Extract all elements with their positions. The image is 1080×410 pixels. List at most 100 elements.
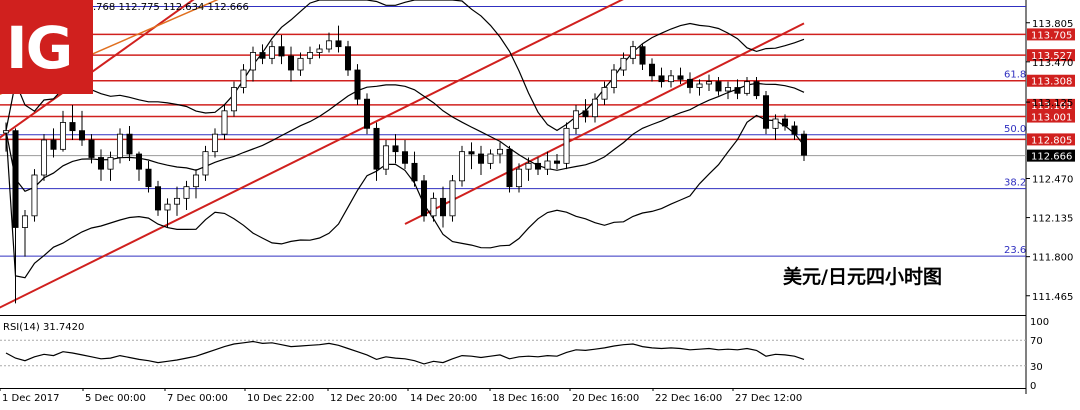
candle — [800, 130, 808, 161]
candle-body — [620, 57, 627, 71]
candle — [572, 105, 580, 135]
candle-body — [430, 197, 437, 217]
candle-body — [40, 139, 48, 176]
candle — [50, 128, 57, 158]
candle — [354, 64, 361, 105]
candle — [164, 198, 171, 228]
candle — [686, 72, 694, 94]
candle — [506, 145, 513, 193]
candle-body — [582, 110, 589, 118]
candle-body — [373, 127, 380, 170]
candle-body — [724, 87, 732, 92]
candle — [154, 180, 162, 216]
candle — [667, 70, 675, 88]
candle — [610, 64, 618, 94]
candle — [59, 110, 67, 152]
candle-body — [591, 98, 599, 118]
candle-body — [249, 52, 257, 71]
rsi-tick: 30 — [1030, 362, 1043, 373]
fib-label: 23.6 — [1004, 245, 1026, 256]
candle — [316, 44, 323, 59]
candle — [525, 157, 532, 181]
candle-body — [743, 81, 751, 94]
candle — [411, 151, 418, 187]
x-tick: 1 Dec 2017 — [2, 393, 60, 404]
level-label: 112.805 — [1031, 135, 1072, 146]
candle-body — [762, 95, 770, 129]
candle-body — [12, 130, 19, 228]
x-tick: 12 Dec 20:00 — [330, 393, 397, 404]
rsi-tick: 0 — [1030, 381, 1036, 392]
candle-body — [50, 139, 57, 150]
candle — [582, 99, 589, 123]
candle-body — [192, 174, 200, 188]
x-tick: 5 Dec 00:00 — [85, 393, 146, 404]
candle-body — [734, 87, 741, 94]
candle — [677, 67, 684, 84]
candle-body — [392, 145, 399, 153]
candle-body — [800, 133, 808, 156]
candle-body — [183, 186, 190, 199]
candle-body — [648, 63, 656, 77]
candle-body — [667, 75, 675, 83]
candle-body — [696, 83, 703, 88]
candle-body — [59, 122, 67, 150]
candle-body — [477, 153, 485, 164]
candle — [620, 52, 627, 76]
candle-body — [705, 81, 713, 85]
candle-body — [468, 151, 475, 155]
candle-body — [601, 87, 608, 100]
candle-body — [715, 81, 722, 92]
candle-body — [534, 162, 542, 170]
price-tick: 113.470 — [1032, 58, 1073, 69]
candle — [21, 210, 29, 257]
price-tick: 112.135 — [1032, 214, 1073, 225]
candle-body — [506, 148, 513, 188]
trend-line-upper — [0, 0, 195, 139]
candle — [715, 77, 722, 96]
candle-body — [230, 87, 238, 112]
candle — [477, 145, 485, 175]
candle — [439, 186, 447, 228]
candle-body — [164, 203, 171, 211]
candle-body — [221, 110, 228, 135]
candle — [591, 93, 599, 123]
candle — [69, 105, 76, 140]
candle — [183, 180, 190, 210]
candle-body — [211, 133, 219, 153]
candle-body — [553, 160, 561, 164]
x-tick: 7 Dec 00:00 — [167, 393, 228, 404]
candle — [648, 58, 656, 82]
candle-body — [259, 52, 266, 59]
candle — [553, 154, 561, 170]
candle — [458, 145, 466, 187]
candle-body — [78, 130, 86, 141]
x-tick: 14 Dec 20:00 — [410, 393, 477, 404]
candle — [373, 122, 380, 181]
candle-body — [791, 125, 798, 135]
rsi-label: RSI(14) 31.7420 — [3, 322, 84, 333]
candle-body — [126, 133, 133, 155]
candle — [202, 145, 209, 181]
candle-body — [116, 133, 124, 158]
candle-body — [335, 40, 342, 48]
candle — [230, 81, 238, 117]
candle-body — [382, 145, 390, 170]
fib-label: 50.0 — [1004, 124, 1026, 135]
candle — [468, 142, 475, 170]
ig-logo: IG — [0, 0, 93, 94]
candle-body — [781, 118, 789, 127]
candle — [734, 79, 741, 100]
x-tick: 27 Dec 12:00 — [735, 393, 802, 404]
candle — [487, 149, 494, 170]
bollinger-lower — [5, 114, 805, 279]
candle — [211, 128, 219, 158]
candle-body — [458, 151, 466, 182]
candle — [173, 186, 181, 216]
candle — [392, 134, 399, 164]
fib-label: 61.8 — [1004, 70, 1026, 81]
candle-body — [411, 162, 418, 182]
candle — [382, 140, 390, 175]
candle — [401, 140, 409, 170]
